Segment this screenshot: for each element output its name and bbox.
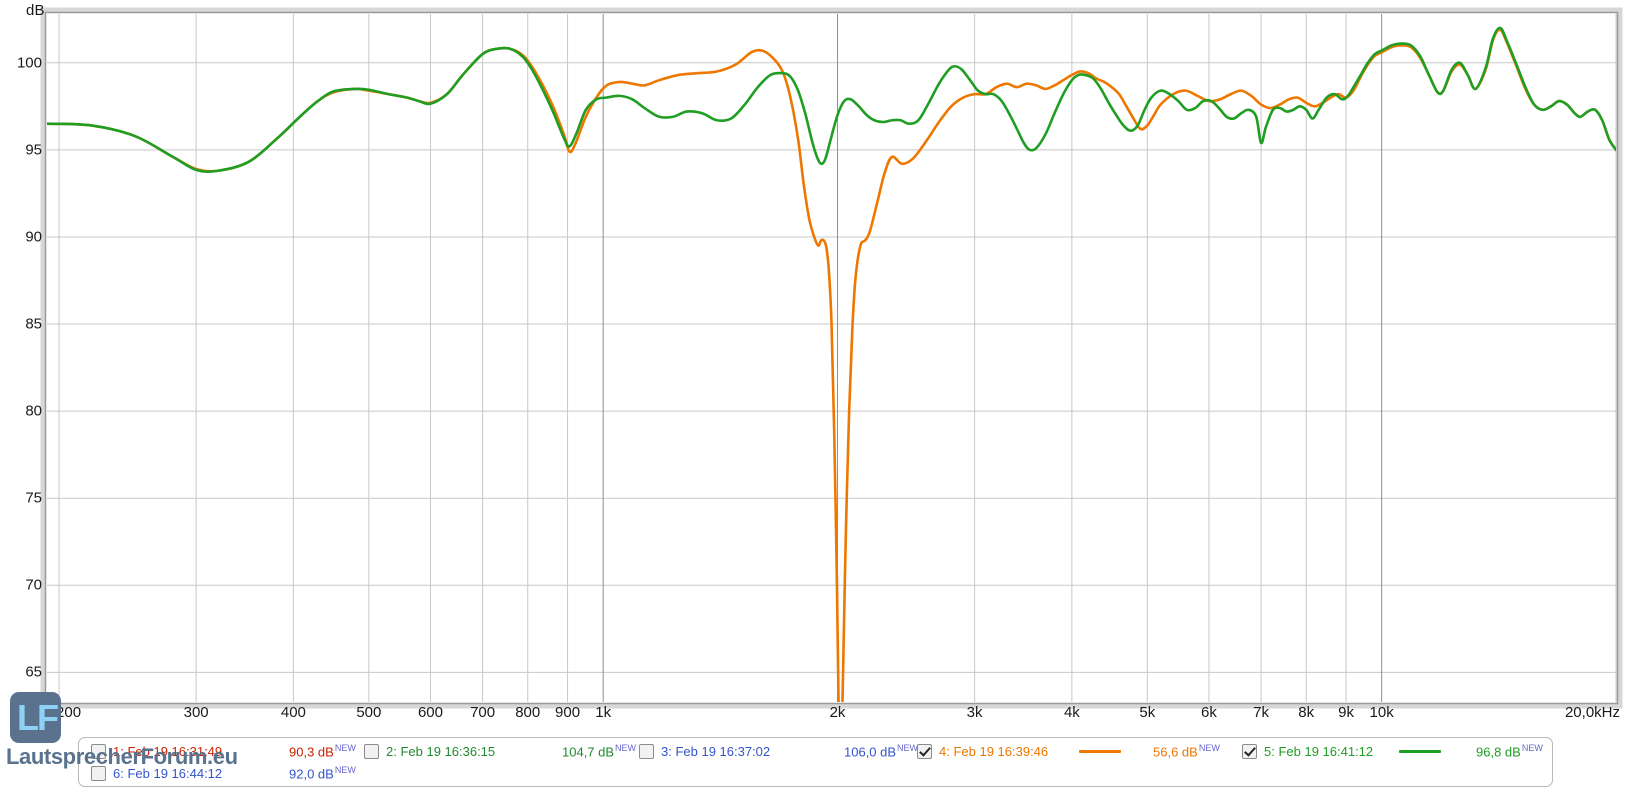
- x-axis-tick-label: 3k: [966, 704, 983, 721]
- x-axis-tick-label: 2k: [829, 704, 846, 721]
- legend-item-label: 3: Feb 19 16:37:02: [661, 743, 771, 759]
- legend-item-label: 1: Feb 19 16:31:49: [113, 743, 223, 759]
- legend-item-value: 92,0 dBNEW: [289, 765, 356, 781]
- y-axis-tick-label: 75: [25, 489, 42, 507]
- legend-checkbox[interactable]: [1242, 743, 1257, 759]
- y-axis-tick-label: 100: [16, 54, 42, 72]
- legend-value-text: 90,3 dB: [289, 744, 334, 760]
- legend-new-badge: NEW: [615, 743, 637, 753]
- legend-item[interactable]: 6: Feb 19 16:44:12: [91, 762, 222, 784]
- y-axis-tick-label: 90: [25, 228, 42, 246]
- legend-new-badge: NEW: [1198, 743, 1220, 753]
- legend-row: 1: Feb 19 16:31:49 90,3 dBNEW 2: Feb 19 16…: [79, 740, 1552, 762]
- legend-item[interactable]: 1: Feb 19 16:31:49: [91, 740, 222, 762]
- legend-panel[interactable]: 1: Feb 19 16:31:49 90,3 dBNEW 2: Feb 19 16…: [78, 737, 1553, 787]
- gridlines: [47, 14, 1617, 702]
- y-axis-tick-label: 95: [25, 141, 42, 159]
- x-axis-tick-label: 9k: [1338, 704, 1354, 721]
- legend-row: 6: Feb 19 16:44:12 92,0 dBNEW: [79, 762, 1552, 784]
- x-axis-tick-label: 200: [56, 704, 82, 721]
- x-axis-tick-label: 700: [470, 704, 496, 721]
- x-axis-tick-label: 8k: [1298, 704, 1315, 721]
- legend-new-badge: NEW: [334, 765, 356, 775]
- legend-new-badge: NEW: [897, 743, 919, 753]
- legend-item-value: 106,0 dBNEW: [844, 743, 918, 759]
- x-axis-tick-label: 300: [183, 704, 209, 721]
- legend-checkbox[interactable]: [917, 743, 932, 759]
- legend-item[interactable]: 3: Feb 19 16:37:02: [639, 740, 770, 762]
- x-axis-tick-label: 600: [417, 704, 443, 721]
- x-axis-tick-label: 20,0kHz: [1564, 704, 1620, 721]
- x-axis-tick-label: 5k: [1139, 704, 1156, 721]
- plot-area: dB 100 95 90 85 80 75 70 65 200 300 400 500 600 700 8…: [16, 2, 1623, 721]
- legend-value-text: 104,7 dB: [562, 744, 615, 760]
- legend-checkbox[interactable]: [364, 743, 379, 759]
- x-axis-tick-label: 6k: [1201, 704, 1217, 721]
- trace-line-2: [47, 26, 1616, 173]
- legend-item-label: 2: Feb 19 16:36:15: [386, 743, 496, 759]
- x-axis-tick-label: 1k: [595, 704, 612, 721]
- legend-item-label: 5: Feb 19 16:41:12: [1264, 743, 1374, 759]
- plot-frame-outer: [40, 7, 1623, 709]
- x-axis-tick-label: 500: [356, 704, 382, 721]
- legend-checkbox[interactable]: [91, 743, 106, 759]
- legend-item-value: 56,6 dBNEW: [1153, 743, 1220, 759]
- legend-color-swatch: [1399, 750, 1441, 753]
- x-axis-tick-label: 900: [555, 704, 581, 721]
- legend-value-text: 96,8 dB: [1476, 744, 1521, 760]
- plot-svg: [40, 7, 1623, 709]
- y-axis-tick-label: 65: [25, 663, 42, 681]
- x-axis-tick-label: 10k: [1369, 704, 1394, 721]
- y-axis-tick-label: 85: [25, 315, 42, 333]
- legend-item-value: 96,8 dBNEW: [1476, 743, 1543, 759]
- y-axis-tick-label: 70: [25, 576, 42, 594]
- legend-new-badge: NEW: [334, 743, 356, 753]
- legend-item[interactable]: 5: Feb 19 16:41:12: [1242, 740, 1373, 762]
- y-axis-tick-label: 80: [25, 402, 42, 420]
- x-axis-tick-label: 4k: [1063, 704, 1080, 721]
- legend-item-value: 90,3 dBNEW: [289, 743, 356, 759]
- trace-group: [47, 26, 1616, 702]
- x-axis-tick-label: 800: [515, 704, 541, 721]
- legend-item-label: 4: Feb 19 16:39:46: [939, 743, 1049, 759]
- legend-checkbox[interactable]: [91, 765, 106, 781]
- x-axis-tick-label: 7k: [1253, 704, 1269, 721]
- plot-frame-inner: [44, 11, 1619, 705]
- legend-value-text: 56,6 dB: [1153, 744, 1198, 760]
- legend-value-text: 92,0 dB: [289, 766, 334, 782]
- x-axis-tick-label: 400: [280, 704, 306, 721]
- legend-color-swatch: [1079, 750, 1121, 753]
- legend-value-text: 106,0 dB: [844, 744, 897, 760]
- legend-checkbox[interactable]: [639, 743, 654, 759]
- legend-item[interactable]: 2: Feb 19 16:36:15: [364, 740, 495, 762]
- legend-new-badge: NEW: [1521, 743, 1543, 753]
- legend-item-label: 6: Feb 19 16:44:12: [113, 765, 223, 781]
- y-axis-unit-label: dB: [26, 2, 45, 19]
- legend-item[interactable]: 4: Feb 19 16:39:46: [917, 740, 1048, 762]
- legend-item-value: 104,7 dBNEW: [562, 743, 636, 759]
